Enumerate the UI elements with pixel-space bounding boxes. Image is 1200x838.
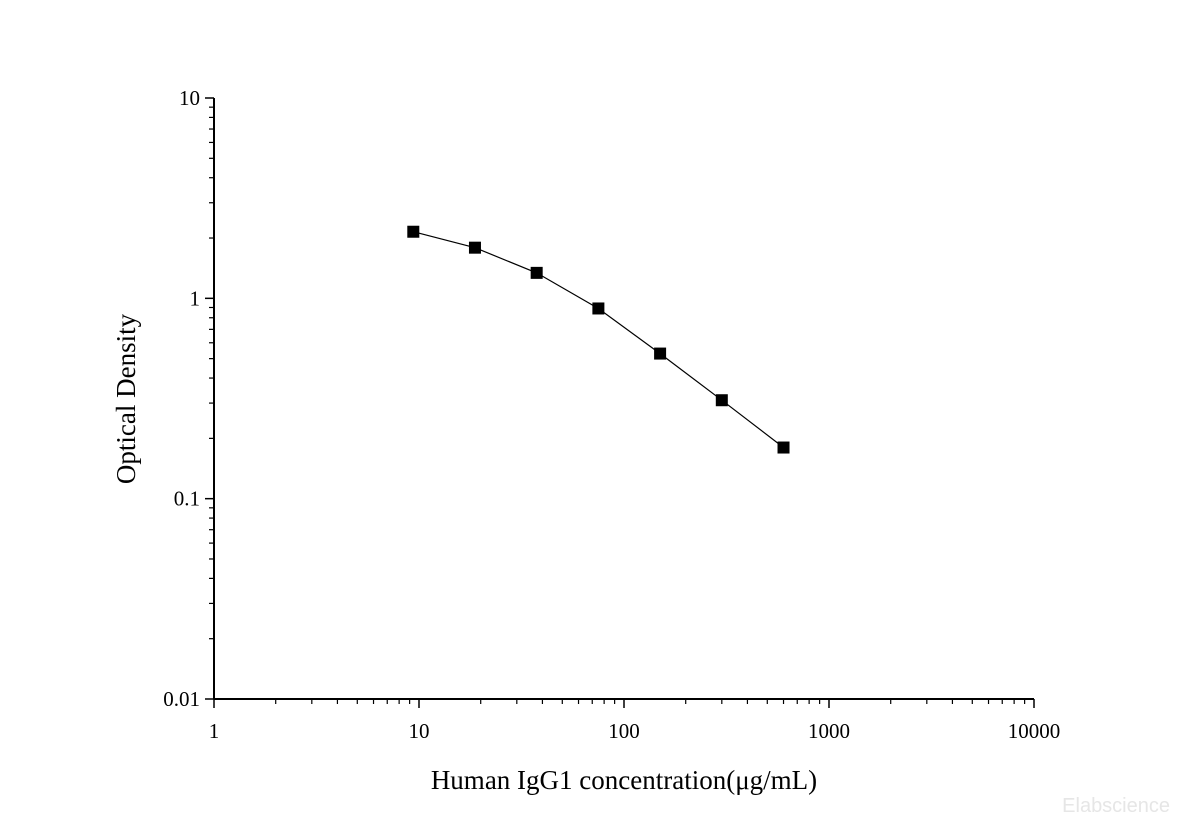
series-line (413, 231, 784, 448)
data-markers (407, 225, 790, 454)
data-point (592, 302, 605, 315)
data-point (715, 394, 728, 407)
data-point (407, 225, 420, 238)
data-point (468, 241, 481, 254)
y-axis-title: Optical Density (111, 313, 141, 484)
data-point (777, 441, 790, 454)
minor-ticks (209, 106, 1026, 704)
y-tick-label: 0.01 (163, 687, 200, 711)
data-point (530, 266, 543, 279)
y-tick-label: 0.1 (174, 487, 200, 511)
major-ticks (205, 97, 1035, 708)
x-tick-label: 10 (409, 719, 430, 743)
x-axis-title: Human IgG1 concentration(μg/mL) (431, 765, 817, 795)
x-tick-label: 1000 (808, 719, 850, 743)
y-tick-label: 10 (179, 86, 200, 110)
x-tick-label: 100 (608, 719, 640, 743)
data-point (654, 347, 667, 360)
tick-labels: 1 10 100 1000 10000 0.01 0.1 1 10 (163, 86, 1060, 743)
watermark-text: Elabscience (1062, 795, 1170, 817)
x-tick-label: 10000 (1008, 719, 1061, 743)
y-tick-label: 1 (190, 286, 201, 310)
x-tick-label: 1 (209, 719, 220, 743)
